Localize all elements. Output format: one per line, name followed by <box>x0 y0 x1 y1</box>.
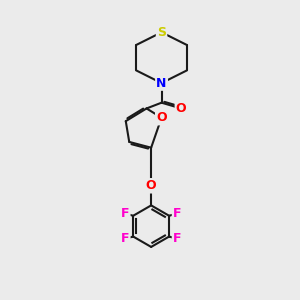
Text: O: O <box>156 111 167 124</box>
Text: F: F <box>173 232 182 245</box>
Text: F: F <box>121 232 129 245</box>
Text: F: F <box>173 207 182 220</box>
Text: F: F <box>121 207 129 220</box>
Text: N: N <box>156 76 167 90</box>
Text: S: S <box>157 26 166 39</box>
Text: O: O <box>146 179 157 192</box>
Text: O: O <box>176 102 187 115</box>
